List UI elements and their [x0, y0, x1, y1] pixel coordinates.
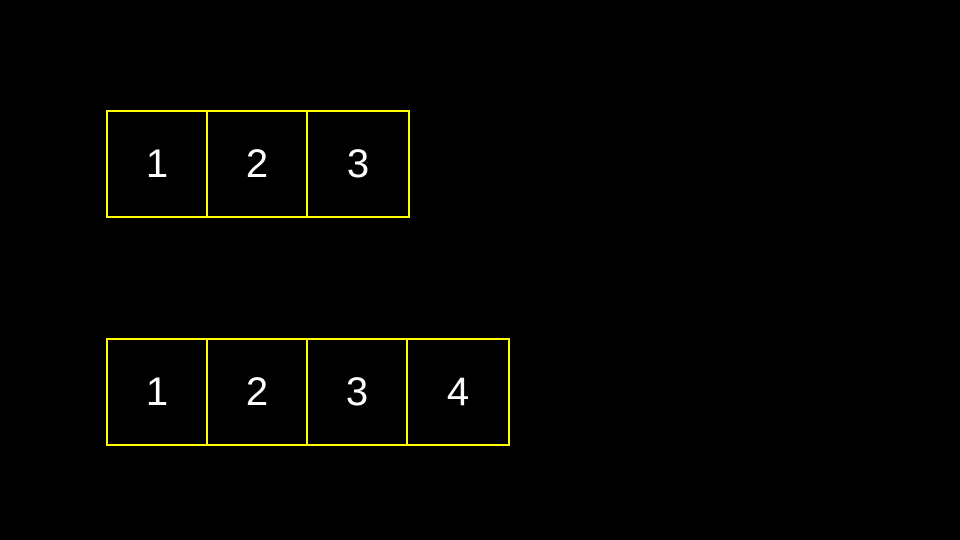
array-row-2: 1 2 3 4: [106, 338, 510, 446]
array-cell: 2: [208, 340, 308, 444]
cell-label: 3: [347, 142, 369, 187]
array-cell: 1: [108, 340, 208, 444]
array-cell: 3: [308, 340, 408, 444]
array-row-1: 1 2 3: [106, 110, 410, 218]
cell-label: 2: [246, 370, 268, 415]
cell-label: 4: [447, 370, 469, 415]
cell-label: 1: [146, 370, 168, 415]
array-cell: 1: [108, 112, 208, 216]
array-cell: 4: [408, 340, 508, 444]
array-cell: 3: [308, 112, 408, 216]
cell-label: 1: [146, 142, 168, 187]
cell-label: 3: [346, 370, 368, 415]
cell-label: 2: [246, 142, 268, 187]
array-cell: 2: [208, 112, 308, 216]
